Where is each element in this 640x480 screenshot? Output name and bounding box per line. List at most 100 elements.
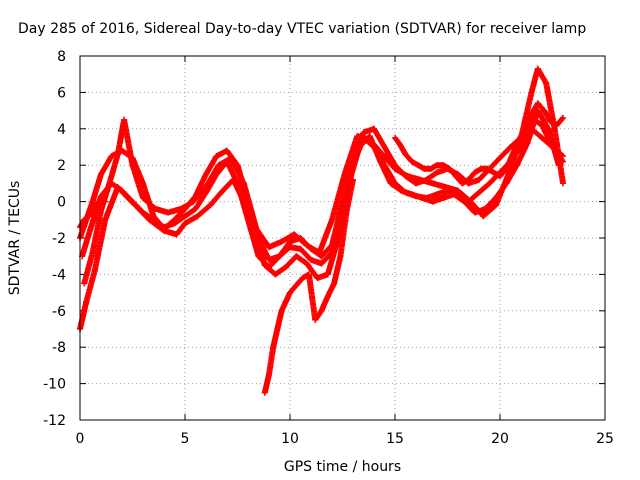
data-point — [282, 264, 289, 271]
data-point — [339, 198, 346, 205]
data-point — [360, 129, 367, 136]
data-point — [308, 245, 314, 252]
data-point — [190, 198, 197, 205]
data-point — [119, 147, 125, 154]
data-point — [192, 193, 199, 200]
data-point — [555, 162, 562, 169]
data-point — [440, 162, 447, 169]
data-point — [228, 154, 235, 161]
data-point — [350, 162, 356, 169]
data-point — [381, 144, 388, 150]
data-point — [446, 165, 453, 172]
data-point — [274, 326, 281, 332]
data-point — [108, 153, 115, 160]
data-point — [379, 151, 386, 158]
data-point — [270, 344, 277, 351]
data-point — [299, 275, 306, 282]
data-point — [83, 298, 90, 305]
x-axis-title: GPS time / hours — [284, 459, 401, 475]
data-point — [329, 216, 335, 223]
data-point — [324, 271, 331, 278]
data-point — [343, 207, 350, 214]
data-point — [177, 205, 184, 212]
x-tick-label: 25 — [596, 431, 614, 447]
data-point — [135, 205, 142, 212]
data-point — [560, 114, 566, 121]
data-point — [513, 162, 520, 169]
data-point — [534, 100, 541, 107]
data-point — [404, 173, 411, 180]
data-point — [440, 194, 447, 201]
data-point — [490, 169, 497, 176]
data-point — [266, 371, 272, 378]
data-point — [261, 262, 268, 269]
data-point — [287, 244, 293, 251]
x-tick-label: 20 — [491, 431, 509, 447]
data-point — [408, 191, 415, 198]
data-point — [272, 271, 279, 278]
data-point — [140, 209, 146, 216]
data-point — [528, 89, 535, 96]
data-point-markers — [77, 65, 566, 396]
data-point — [146, 216, 153, 223]
data-point — [350, 176, 356, 183]
data-point — [98, 171, 104, 178]
data-point — [459, 180, 466, 187]
data-point — [308, 256, 314, 263]
data-point — [478, 165, 485, 172]
data-point — [224, 147, 230, 154]
plot-frame — [79, 55, 606, 421]
y-tick-label: 0 — [57, 195, 66, 211]
data-point — [345, 180, 352, 187]
data-point — [230, 176, 237, 183]
data-point — [253, 225, 260, 232]
data-point — [507, 144, 514, 150]
data-point — [129, 198, 136, 205]
data-point — [354, 133, 361, 140]
y-tick-label: -6 — [52, 304, 66, 320]
data-point — [91, 267, 98, 274]
data-point — [192, 205, 199, 212]
y-axis-title: SDTVAR / TECUs — [7, 181, 23, 296]
data-point — [337, 253, 344, 260]
data-point — [121, 116, 128, 123]
data-point — [371, 144, 377, 150]
data-point — [331, 280, 338, 287]
y-tick-label: 8 — [57, 49, 66, 65]
data-point — [194, 213, 201, 220]
data-point — [467, 198, 474, 205]
data-point — [219, 187, 226, 194]
y-tick-label: 4 — [57, 122, 66, 138]
data-point — [335, 235, 342, 241]
data-point — [455, 187, 461, 194]
data-point — [316, 249, 323, 256]
y-tick-label: -2 — [52, 231, 66, 247]
data-point — [303, 242, 310, 249]
data-point — [492, 194, 499, 201]
data-point — [129, 162, 136, 169]
data-point — [547, 118, 554, 125]
data-point — [106, 180, 113, 187]
data-point — [515, 136, 522, 143]
data-point — [140, 180, 146, 187]
data-point — [278, 307, 285, 314]
data-point — [528, 111, 535, 118]
data-point — [266, 264, 272, 271]
data-point — [89, 249, 96, 256]
y-tick-labels: -12 -10 -8 -6 -4 -2 0 2 4 6 8 — [43, 49, 66, 429]
data-point — [114, 184, 121, 191]
data-point — [81, 280, 88, 287]
data-point — [119, 187, 125, 194]
data-point — [503, 165, 510, 172]
data-point — [392, 165, 398, 172]
data-point — [465, 176, 472, 183]
data-point — [509, 151, 516, 158]
data-point — [402, 151, 409, 158]
data-point — [442, 184, 449, 191]
data-point — [480, 213, 487, 220]
data-point — [261, 389, 268, 396]
data-point — [234, 180, 241, 187]
data-point — [297, 245, 304, 252]
data-point — [291, 231, 298, 238]
data-point — [461, 198, 468, 205]
